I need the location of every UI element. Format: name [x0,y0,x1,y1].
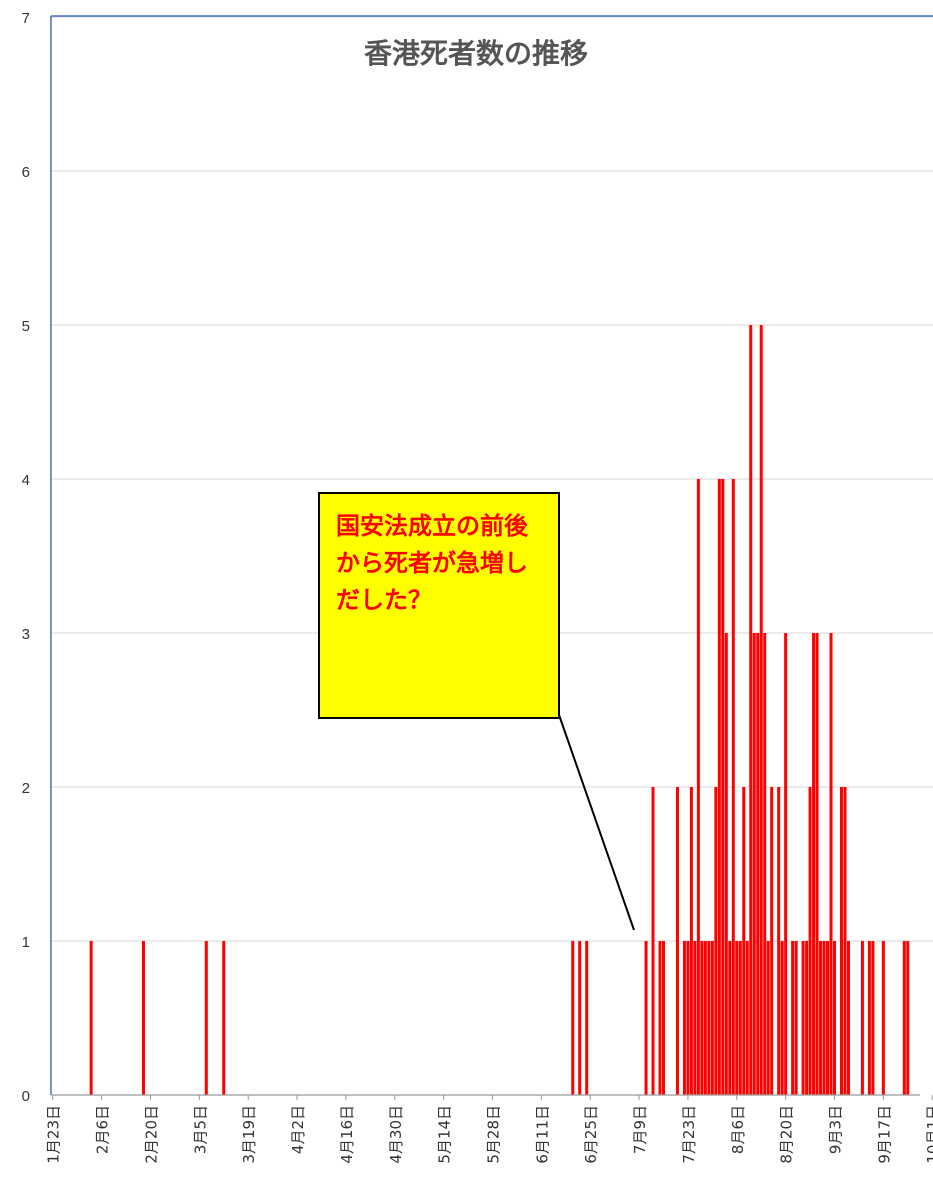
x-tick-label: 2月20日 [142,1105,160,1164]
bars [89,325,910,1095]
x-tick-label: 6月11日 [533,1105,551,1164]
y-tick-label: 0 [22,1088,30,1105]
x-tick-label: 7月23日 [680,1105,698,1164]
y-tick-label: 4 [22,472,30,489]
callout-pointer [557,711,635,931]
x-tick-label: 5月14日 [436,1105,454,1164]
y-tick-label: 5 [22,318,30,335]
x-tick-label: 9月3日 [827,1105,845,1154]
x-tick-label: 8月6日 [729,1105,747,1154]
x-tick-label: 2月6日 [94,1105,112,1154]
y-tick-label: 1 [22,934,30,951]
callout-text: 国安法成立の前後から死者が急増しだした？ [336,512,528,614]
x-tick-label: 4月2日 [289,1105,307,1154]
x-tick-label: 9月17日 [875,1105,893,1164]
gridlines [51,16,933,942]
x-tick-label: 10月1日 [924,1105,933,1164]
x-tick-labels: 1月23日 2月6日 2月20日 3月5日 3月19日 4月2日 4月16日 4月30日 5月1… [45,1095,933,1164]
y-tick-labels: 0 1 2 3 4 5 6 7 [22,10,30,1105]
x-tick-label: 4月30日 [387,1105,405,1164]
x-tick-label: 3月19日 [240,1105,258,1164]
x-tick-label: 3月5日 [191,1105,209,1154]
chart-title: 香港死者数の推移 [364,37,588,70]
x-tick-label: 1月23日 [45,1105,63,1164]
x-tick-label: 8月20日 [778,1105,796,1164]
x-tick-label: 6月25日 [582,1105,600,1164]
x-tick-label: 4月16日 [338,1105,356,1164]
y-tick-label: 2 [22,780,30,797]
x-tick-label: 7月9日 [631,1105,649,1154]
y-tick-label: 3 [22,626,30,643]
y-tick-label: 6 [22,164,30,181]
callout-box [318,492,560,719]
y-tick-label: 7 [22,10,30,27]
x-tick-label: 5月28日 [484,1105,502,1164]
